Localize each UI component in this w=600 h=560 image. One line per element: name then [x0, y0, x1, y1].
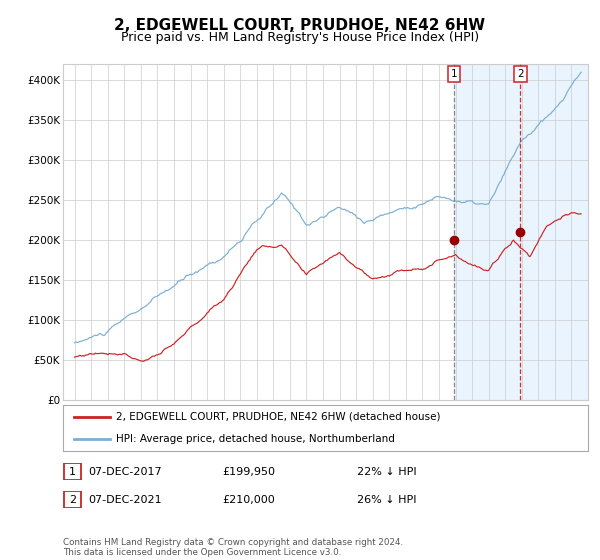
Text: 1: 1	[451, 69, 457, 79]
FancyBboxPatch shape	[64, 464, 81, 479]
Text: 2: 2	[69, 494, 76, 505]
Text: 07-DEC-2021: 07-DEC-2021	[88, 494, 162, 505]
FancyBboxPatch shape	[64, 492, 81, 507]
Text: 07-DEC-2017: 07-DEC-2017	[88, 466, 162, 477]
Text: £199,950: £199,950	[222, 466, 275, 477]
Text: HPI: Average price, detached house, Northumberland: HPI: Average price, detached house, Nort…	[115, 434, 394, 444]
Text: £210,000: £210,000	[222, 494, 275, 505]
Text: Contains HM Land Registry data © Crown copyright and database right 2024.
This d: Contains HM Land Registry data © Crown c…	[63, 538, 403, 557]
Text: 2: 2	[517, 69, 524, 79]
Text: 2, EDGEWELL COURT, PRUDHOE, NE42 6HW: 2, EDGEWELL COURT, PRUDHOE, NE42 6HW	[115, 18, 485, 33]
Text: Price paid vs. HM Land Registry's House Price Index (HPI): Price paid vs. HM Land Registry's House …	[121, 31, 479, 44]
Text: 22% ↓ HPI: 22% ↓ HPI	[357, 466, 416, 477]
Text: 2, EDGEWELL COURT, PRUDHOE, NE42 6HW (detached house): 2, EDGEWELL COURT, PRUDHOE, NE42 6HW (de…	[115, 412, 440, 422]
Text: 1: 1	[69, 466, 76, 477]
Bar	[454, 64, 588, 400]
Text: 26% ↓ HPI: 26% ↓ HPI	[357, 494, 416, 505]
